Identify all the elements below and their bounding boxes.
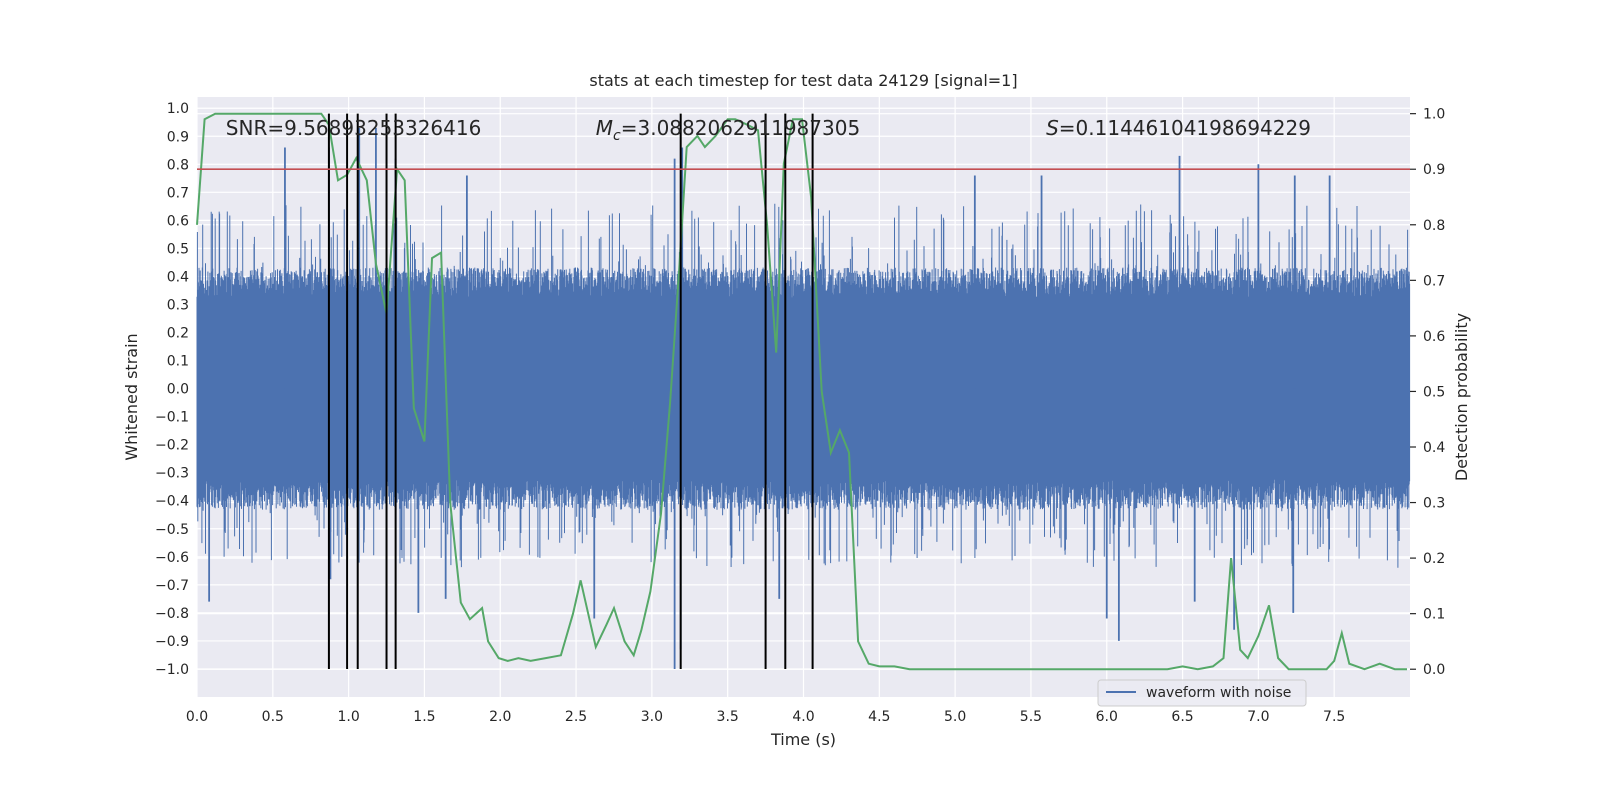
y-tick-label: −0.8 <box>155 606 189 622</box>
x-tick-label: 1.0 <box>337 709 359 725</box>
y2-tick-label: 1.0 <box>1423 107 1445 123</box>
x-tick-label: 2.5 <box>565 709 587 725</box>
mc-value: =3.0882062911987305 <box>621 116 860 140</box>
y-tick-label: 0.0 <box>167 382 189 398</box>
x-tick-label: 4.0 <box>792 709 814 725</box>
chart-title: stats at each timestep for test data 241… <box>589 71 1017 90</box>
y2-tick-label: 0.3 <box>1423 496 1445 512</box>
x-tick-label: 4.5 <box>868 709 890 725</box>
tick-labels: 0.0 0.5 1.0 1.5 2.0 2.5 3.0 3.5 4.0 4.5 5.0 5.5 6.0 6… <box>155 101 1445 725</box>
x-tick-label: 2.0 <box>489 709 511 725</box>
s-symbol: S <box>1046 116 1059 140</box>
x-axis-label: Time (s) <box>770 730 836 749</box>
y2-tick-label: 0.5 <box>1423 384 1445 400</box>
y2-tick-label: 0.4 <box>1423 440 1445 456</box>
y2-tick-label: 0.0 <box>1423 662 1445 678</box>
x-tick-label: 6.5 <box>1171 709 1193 725</box>
y-tick-label: −1.0 <box>155 662 189 678</box>
y2-tick-label: 0.7 <box>1423 273 1445 289</box>
y-tick-label: −0.3 <box>155 466 189 482</box>
y-tick-label: 0.6 <box>167 213 189 229</box>
y2-tick-label: 0.9 <box>1423 162 1445 178</box>
y-tick-label: −0.5 <box>155 522 189 538</box>
y-tick-label: −0.4 <box>155 494 189 510</box>
y-tick-label: 0.8 <box>167 157 189 173</box>
y-tick-label: 0.9 <box>167 129 189 145</box>
y-tick-label: 0.5 <box>167 241 189 257</box>
y-tick-label: 0.1 <box>167 354 189 370</box>
mc-subscript: c <box>613 128 621 144</box>
probability-line <box>196 112 1407 671</box>
chirp-mass-annotation: Mc=3.0882062911987305 <box>596 116 860 144</box>
legend-box <box>1097 679 1307 707</box>
x-tick-label: 5.0 <box>944 709 966 725</box>
detection-markers <box>327 113 814 669</box>
y-tick-label: −0.9 <box>155 634 189 650</box>
y-tick-label: 0.2 <box>167 326 189 342</box>
x-tick-label: 5.5 <box>1020 709 1042 725</box>
s-value: =0.11446104198694229 <box>1059 116 1311 140</box>
y-tick-label: −0.1 <box>155 410 189 426</box>
x-tick-label: 1.5 <box>413 709 435 725</box>
y2-tick-label: 0.1 <box>1423 607 1445 623</box>
x-tick-label: 7.5 <box>1323 709 1345 725</box>
y-tick-label: −0.6 <box>155 550 189 566</box>
y2-tick-label: 0.2 <box>1423 551 1445 567</box>
y2-tick-label: 0.6 <box>1423 329 1445 345</box>
y-axis-label: Whitened strain <box>122 333 141 460</box>
y-tick-label: 0.7 <box>167 185 189 201</box>
y-tick-label: 1.0 <box>167 101 189 117</box>
legend: waveform with noise <box>1097 679 1307 707</box>
x-tick-label: 0.5 <box>262 709 284 725</box>
snr-annotation: SNR=9.56893253326416 <box>226 116 482 140</box>
y2-axis-label: Detection probability <box>1452 313 1471 481</box>
y-tick-label: 0.4 <box>167 269 189 285</box>
y-tick-label: −0.7 <box>155 578 189 594</box>
x-tick-label: 0.0 <box>186 709 208 725</box>
s-annotation: S=0.11446104198694229 <box>1046 116 1311 140</box>
y-tick-label: 0.3 <box>167 297 189 313</box>
y-tick-label: −0.2 <box>155 438 189 454</box>
x-tick-label: 6.0 <box>1096 709 1118 725</box>
x-tick-label: 7.0 <box>1247 709 1269 725</box>
mc-symbol: M <box>596 116 613 140</box>
legend-entry: waveform with noise <box>1146 685 1291 701</box>
x-tick-label: 3.0 <box>641 709 663 725</box>
x-tick-label: 3.5 <box>717 709 739 725</box>
y2-tick-label: 0.8 <box>1423 218 1445 234</box>
probability-series <box>196 112 1407 671</box>
